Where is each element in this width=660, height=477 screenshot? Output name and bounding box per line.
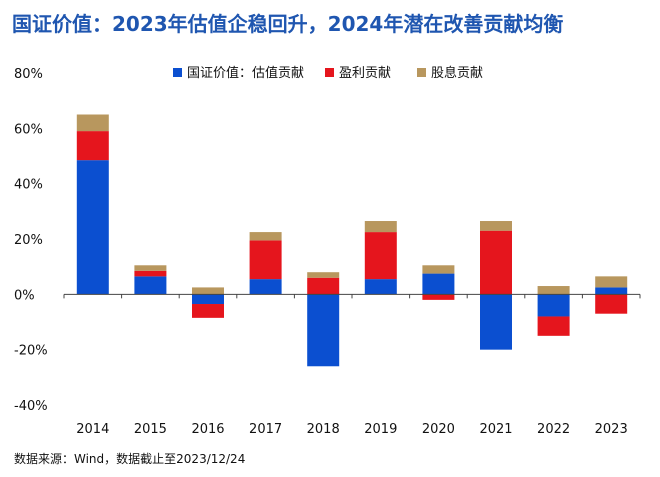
x-axis: 2014 2015 2016 2017 2018 2019 2020 2021 2022 2023 [63, 293, 641, 437]
bar-2019-series-0 [364, 279, 397, 295]
bar-2023-series-0 [595, 287, 628, 295]
source-note: 数据来源：Wind，数据截止至2023/12/24 [14, 452, 246, 466]
x-tick-label: 2023 [595, 422, 628, 437]
x-tick-label: 2021 [479, 422, 512, 437]
legend-label: 股息贡献 [431, 65, 483, 81]
bar-2017-series-0 [249, 279, 282, 295]
legend-swatch [325, 68, 334, 77]
y-axis: -40% -20% 0% 20% 40% 60% 80% [14, 67, 48, 414]
y-tick-label: 0% [14, 288, 35, 303]
legend-label: 国证价值：估值贡献 [187, 65, 304, 81]
bar-2023-series-1 [595, 294, 628, 314]
bar-2023-series-2 [595, 276, 628, 288]
bar-2014-series-1 [76, 131, 109, 161]
bar-2020-series-0 [422, 273, 455, 295]
bar-2019-series-1 [364, 232, 397, 280]
y-tick-label: 40% [14, 178, 43, 193]
x-tick-label: 2019 [364, 422, 397, 437]
x-tick-label: 2016 [191, 422, 224, 437]
bars [76, 114, 628, 367]
x-tick-label: 2018 [307, 422, 340, 437]
bar-2021-series-0 [480, 294, 512, 350]
chart-title: 国证价值：2023年估值企稳回升，2024年潜在改善贡献均衡 [12, 12, 564, 36]
bar-2022-series-1 [537, 316, 570, 336]
bar-2017-series-2 [249, 232, 282, 241]
y-tick-label: 60% [14, 122, 43, 137]
bar-2017-series-1 [249, 240, 282, 280]
bar-2016-series-1 [192, 304, 224, 318]
legend-label: 盈利贡献 [339, 66, 391, 81]
x-tick-label: 2020 [422, 422, 455, 437]
bar-2015-series-2 [134, 265, 167, 271]
bar-2016-series-2 [192, 287, 224, 295]
legend-swatch [417, 68, 426, 77]
x-tick-label: 2014 [76, 422, 109, 437]
bar-2018-series-0 [307, 294, 340, 367]
bar-2019-series-2 [364, 221, 397, 233]
bar-2015-series-1 [134, 270, 167, 277]
y-tick-label: 80% [14, 67, 43, 82]
bar-2022-series-2 [537, 286, 570, 295]
bar-2020-series-2 [422, 265, 455, 274]
bar-2016-series-0 [192, 294, 224, 305]
y-tick-label: -40% [14, 399, 48, 414]
bar-2020-series-1 [422, 294, 455, 300]
x-tick-label: 2022 [537, 422, 570, 437]
bar-2021-series-1 [480, 230, 512, 295]
legend: 国证价值：估值贡献 盈利贡献 股息贡献 [173, 65, 483, 81]
y-tick-label: 20% [14, 233, 43, 248]
legend-swatch [173, 68, 182, 77]
x-tick-label: 2015 [134, 422, 167, 437]
bar-2021-series-2 [480, 221, 512, 231]
bar-2015-series-0 [134, 276, 167, 295]
bar-2018-series-2 [307, 272, 340, 278]
x-tick-label: 2017 [249, 422, 282, 437]
y-tick-label: -20% [14, 344, 48, 359]
bar-2018-series-1 [307, 277, 340, 295]
bar-2014-series-0 [76, 160, 109, 295]
bar-2022-series-0 [537, 294, 570, 317]
bar-2014-series-2 [76, 114, 109, 132]
